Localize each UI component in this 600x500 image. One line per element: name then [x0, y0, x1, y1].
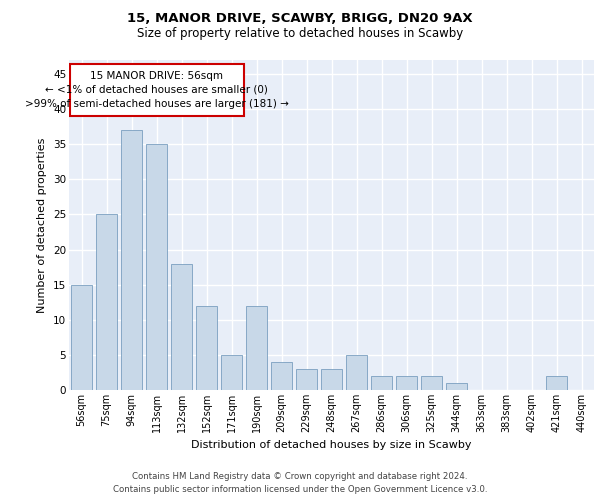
Bar	[271, 362, 292, 390]
Bar	[121, 130, 142, 390]
Text: 15, MANOR DRIVE, SCAWBY, BRIGG, DN20 9AX: 15, MANOR DRIVE, SCAWBY, BRIGG, DN20 9AX	[127, 12, 473, 26]
Text: Size of property relative to detached houses in Scawby: Size of property relative to detached ho…	[137, 28, 463, 40]
Y-axis label: Number of detached properties: Number of detached properties	[37, 138, 47, 312]
Bar	[346, 355, 367, 390]
Bar	[70, 64, 244, 116]
Bar	[146, 144, 167, 390]
Text: >99% of semi-detached houses are larger (181) →: >99% of semi-detached houses are larger …	[25, 99, 289, 109]
Bar	[96, 214, 117, 390]
Bar	[246, 306, 267, 390]
Bar	[71, 284, 92, 390]
Bar	[396, 376, 417, 390]
Bar	[546, 376, 567, 390]
X-axis label: Distribution of detached houses by size in Scawby: Distribution of detached houses by size …	[191, 440, 472, 450]
Text: 15 MANOR DRIVE: 56sqm: 15 MANOR DRIVE: 56sqm	[90, 70, 223, 81]
Bar	[321, 369, 342, 390]
Bar	[171, 264, 192, 390]
Bar	[296, 369, 317, 390]
Bar	[196, 306, 217, 390]
Bar	[371, 376, 392, 390]
Bar	[446, 383, 467, 390]
Bar	[421, 376, 442, 390]
Bar	[221, 355, 242, 390]
Text: ← <1% of detached houses are smaller (0): ← <1% of detached houses are smaller (0)	[46, 85, 268, 95]
Text: Contains HM Land Registry data © Crown copyright and database right 2024.
Contai: Contains HM Land Registry data © Crown c…	[113, 472, 487, 494]
